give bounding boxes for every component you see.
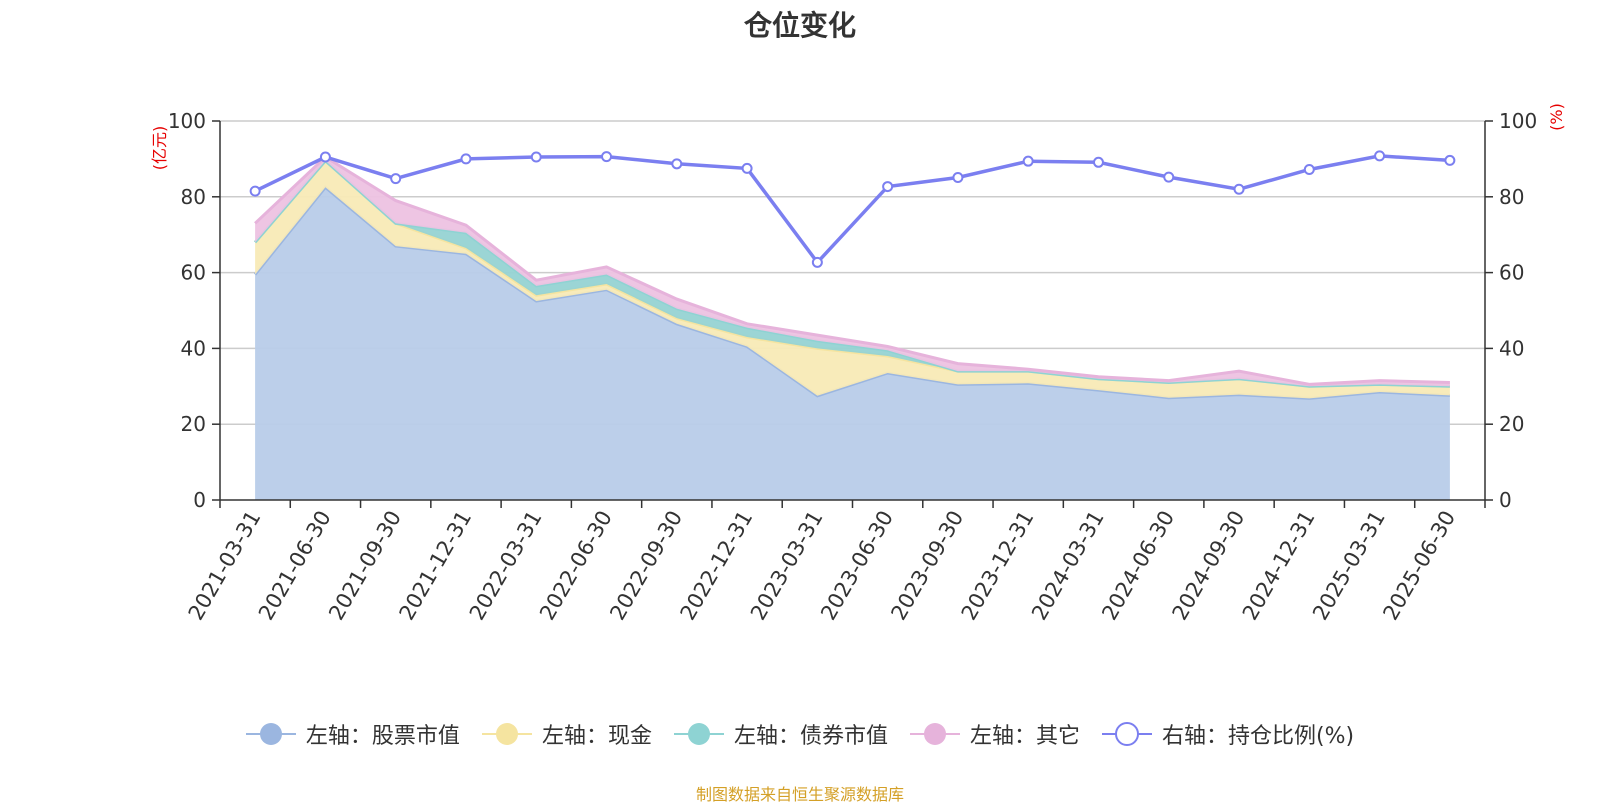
ratio-point[interactable] — [882, 181, 894, 193]
x-tick-label: 2022-12-31 — [676, 507, 758, 625]
legend-swatch-icon — [1101, 722, 1152, 746]
area-左轴：股票市值 — [255, 187, 1450, 501]
x-tick-label: 2024-09-30 — [1168, 507, 1250, 625]
legend-swatch-icon — [909, 723, 960, 745]
left-tick-label: 100 — [168, 109, 206, 133]
x-tick-label: 2021-09-30 — [324, 507, 406, 625]
left-tick-label: 0 — [193, 488, 206, 512]
chart-plot: 0204060801000204060801002021-03-312021-0… — [150, 103, 1566, 625]
x-tick-label: 2022-03-31 — [465, 507, 547, 625]
area-edge-左轴：其它 — [254, 155, 1450, 386]
left-tick-label: 80 — [181, 185, 206, 209]
ratio-point[interactable] — [530, 151, 542, 163]
x-tick-label: 2023-12-31 — [957, 507, 1039, 625]
x-tick-label: 2023-03-31 — [746, 507, 828, 625]
ratio-point[interactable] — [601, 151, 613, 163]
chart-title: 仓位变化 — [743, 9, 856, 42]
x-tick-label: 2024-03-31 — [1027, 507, 1109, 625]
legend-item[interactable]: 右轴：持仓比例(%) — [1101, 718, 1355, 750]
legend-swatch-icon — [673, 723, 724, 745]
right-tick-label: 20 — [1499, 412, 1524, 436]
x-tick-label: 2025-03-31 — [1308, 507, 1390, 625]
ratio-line-path — [254, 154, 1451, 266]
right-tick-label: 0 — [1499, 488, 1512, 512]
ratio-point[interactable] — [952, 171, 964, 183]
ratio-point[interactable] — [249, 185, 261, 197]
ratio-point[interactable] — [671, 158, 683, 170]
legend-label: 左轴：现金 — [541, 724, 652, 749]
area-series — [253, 155, 1450, 501]
ratio-point[interactable] — [460, 153, 472, 165]
right-tick-label: 80 — [1499, 185, 1524, 209]
left-tick-label: 20 — [181, 412, 206, 436]
x-tick-label: 2022-06-30 — [535, 507, 617, 625]
legend-item[interactable]: 左轴：现金 — [481, 718, 652, 750]
ratio-point[interactable] — [741, 162, 753, 174]
legend-swatch-icon — [245, 723, 296, 745]
ratio-point[interactable] — [1092, 156, 1104, 168]
left-axis-unit: (亿元) — [150, 126, 169, 171]
right-axis-unit: (%) — [1547, 103, 1566, 131]
legend-label: 左轴：股票市值 — [305, 724, 460, 749]
legend-item[interactable]: 左轴：债券市值 — [673, 718, 888, 750]
legend-label: 左轴：债券市值 — [733, 724, 888, 749]
right-tick-label: 60 — [1499, 261, 1524, 285]
ratio-point[interactable] — [1374, 150, 1386, 162]
right-tick-label: 100 — [1499, 109, 1537, 133]
legend-item[interactable]: 左轴：其它 — [909, 718, 1080, 750]
ratio-point[interactable] — [1303, 164, 1315, 176]
legend-label: 右轴：持仓比例(%) — [1161, 724, 1355, 749]
left-tick-label: 60 — [181, 261, 206, 285]
x-tick-label: 2024-06-30 — [1097, 507, 1179, 625]
legend-item[interactable]: 左轴：股票市值 — [245, 718, 460, 750]
chart-legend: 左轴：股票市值 左轴：现金 左轴：债券市值 左轴：其它 右轴：持仓比例(%) — [0, 718, 1600, 750]
x-tick-label: 2021-06-30 — [254, 507, 336, 625]
ratio-point[interactable] — [1022, 155, 1034, 167]
x-tick-label: 2025-06-30 — [1378, 507, 1460, 625]
ratio-point[interactable] — [1444, 154, 1456, 166]
data-source-note: 制图数据来自恒生聚源数据库 — [695, 785, 904, 804]
x-tick-label: 2021-03-31 — [184, 507, 266, 625]
right-tick-label: 40 — [1499, 336, 1524, 360]
legend-label: 左轴：其它 — [969, 724, 1080, 749]
legend-swatch-icon — [481, 723, 532, 745]
x-tick-label: 2021-12-31 — [394, 507, 476, 625]
ratio-point[interactable] — [1233, 183, 1245, 195]
ratio-point[interactable] — [319, 151, 331, 163]
x-tick-label: 2022-09-30 — [605, 507, 687, 625]
ratio-line — [249, 150, 1456, 268]
x-tick-label: 2023-06-30 — [816, 507, 898, 625]
ratio-point[interactable] — [1163, 171, 1175, 183]
ratio-point[interactable] — [390, 173, 402, 185]
x-tick-label: 2024-12-31 — [1238, 507, 1320, 625]
x-tick-label: 2023-09-30 — [886, 507, 968, 625]
left-tick-label: 40 — [181, 336, 206, 360]
ratio-point[interactable] — [811, 256, 823, 268]
